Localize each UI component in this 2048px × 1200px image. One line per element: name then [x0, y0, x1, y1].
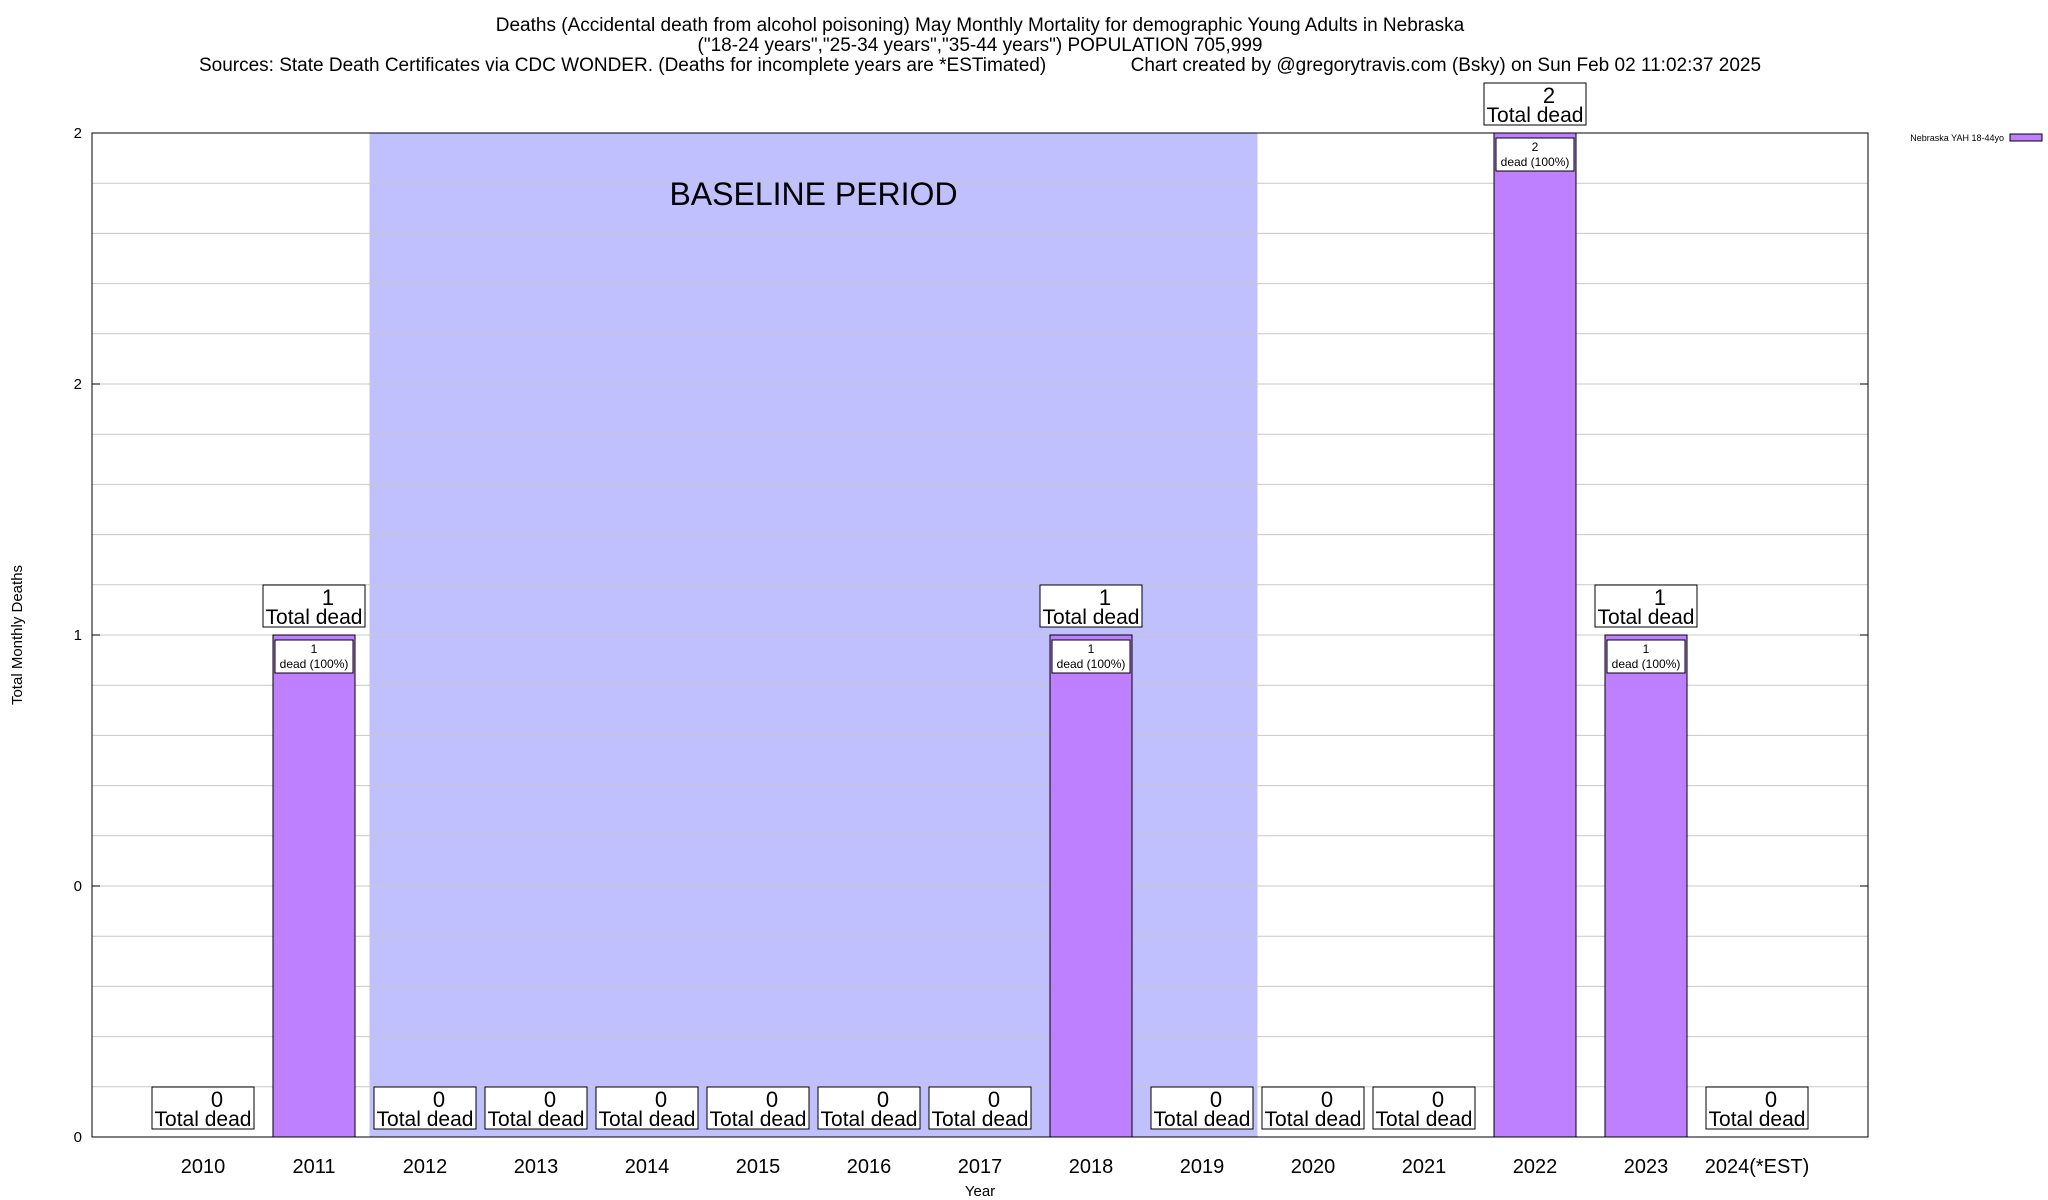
- inner-label-text: dead (100%): [1501, 155, 1570, 169]
- total-label-value: 1: [322, 585, 334, 610]
- total-label-box: [373, 1086, 477, 1130]
- y-tick-label: 2: [74, 376, 82, 393]
- legend-swatch: [2009, 133, 2043, 142]
- total-label-box: [1039, 584, 1143, 628]
- bar: [1604, 634, 1688, 1138]
- inner-label-box: [274, 639, 354, 674]
- total-label-text: Total dead: [1487, 104, 1584, 127]
- total-label-box: [595, 1086, 699, 1130]
- inner-label-box: [1051, 639, 1131, 674]
- total-label-text: Total dead: [599, 1108, 696, 1131]
- total-label-text: Total dead: [710, 1108, 807, 1131]
- title-line-1: Deaths (Accidental death from alcohol po…: [496, 15, 1465, 36]
- bar: [272, 634, 356, 1138]
- total-label-value: 0: [1432, 1087, 1444, 1112]
- total-label-box: [1150, 1086, 1254, 1130]
- total-label-value: 0: [1321, 1087, 1333, 1112]
- total-label-box: [484, 1086, 588, 1130]
- total-label-text: Total dead: [155, 1108, 252, 1131]
- x-tick-label: 2021: [1402, 1156, 1447, 1178]
- y-axis-ticks: 0 0 1 2 2: [74, 125, 1868, 1146]
- total-label-value: 0: [433, 1087, 445, 1112]
- total-label-box: [262, 584, 366, 628]
- total-label-text: Total dead: [266, 606, 363, 629]
- x-tick-label: 2010: [181, 1156, 226, 1178]
- inner-label-text: dead (100%): [1612, 657, 1681, 671]
- total-label-text: Total dead: [1265, 1108, 1362, 1131]
- inner-label-box: [1495, 137, 1575, 172]
- total-label-box: [1372, 1086, 1476, 1130]
- total-label-box: [1483, 82, 1587, 126]
- inner-label-text: dead (100%): [280, 657, 349, 671]
- total-label-value: 1: [1654, 585, 1666, 610]
- title-line-2: ("18-24 years","25-34 years","35-44 year…: [698, 35, 1263, 56]
- total-label-box: [1705, 1086, 1809, 1130]
- x-tick-label: 2020: [1291, 1156, 1336, 1178]
- bar: [1049, 634, 1133, 1138]
- total-label-value: 0: [211, 1087, 223, 1112]
- x-tick-label: 2024(*EST): [1705, 1156, 1810, 1178]
- x-tick-label: 2011: [292, 1156, 335, 1178]
- baseline-period-label: BASELINE PERIOD: [669, 176, 957, 212]
- y-tick-label: 1: [74, 627, 82, 644]
- inner-label-value: 1: [311, 642, 318, 656]
- y-tick-label: 2: [74, 125, 82, 142]
- total-label-value: 0: [988, 1087, 1000, 1112]
- x-tick-label: 2013: [514, 1156, 559, 1178]
- x-tick-label: 2016: [847, 1156, 892, 1178]
- x-axis-label: Year: [965, 1183, 995, 1200]
- inner-label-value: 1: [1643, 642, 1650, 656]
- total-label-text: Total dead: [1376, 1108, 1473, 1131]
- total-label-box: [1594, 584, 1698, 628]
- x-tick-label: 2014: [625, 1156, 670, 1178]
- inner-label-text: dead (100%): [1057, 657, 1126, 671]
- total-label-box: [706, 1086, 810, 1130]
- x-tick-label: 2023: [1624, 1156, 1669, 1178]
- x-tick-label: 2022: [1513, 1156, 1558, 1178]
- legend-label: Nebraska YAH 18-44yo: [1910, 133, 2004, 143]
- total-label-text: Total dead: [932, 1108, 1029, 1131]
- total-label-text: Total dead: [1598, 606, 1695, 629]
- inner-label-value: 2: [1532, 140, 1539, 154]
- total-label-value: 2: [1543, 83, 1555, 108]
- total-label-value: 0: [655, 1087, 667, 1112]
- total-label-box: [1261, 1086, 1365, 1130]
- x-tick-label: 2012: [403, 1156, 448, 1178]
- total-label-text: Total dead: [1709, 1108, 1806, 1131]
- bars: [198, 132, 1761, 1138]
- total-label-value: 1: [1099, 585, 1111, 610]
- total-label-value: 0: [877, 1087, 889, 1112]
- total-label-text: Total dead: [377, 1108, 474, 1131]
- title-line-3: Sources: State Death Certificates via CD…: [199, 55, 1761, 76]
- total-label-box: [151, 1086, 255, 1130]
- inner-label-box: [1606, 639, 1686, 674]
- total-label-text: Total dead: [1043, 606, 1140, 629]
- total-label-value: 0: [1765, 1087, 1777, 1112]
- x-tick-label: 2018: [1069, 1156, 1114, 1178]
- total-label-value: 0: [1210, 1087, 1222, 1112]
- total-label-text: Total dead: [821, 1108, 918, 1131]
- inner-label-value: 1: [1088, 642, 1095, 656]
- y-tick-label: 0: [74, 878, 82, 895]
- x-tick-label: 2019: [1180, 1156, 1225, 1178]
- x-tick-label: 2015: [736, 1156, 781, 1178]
- total-label-text: Total dead: [488, 1108, 585, 1131]
- x-axis-ticks: 2010 2011 2012 2013 2014 2015 2016 2017 2018 2019…: [181, 1156, 1810, 1178]
- y-tick-label: 0: [74, 1129, 82, 1146]
- total-label-value: 0: [766, 1087, 778, 1112]
- bar: [1493, 132, 1577, 1138]
- x-tick-label: 2017: [958, 1156, 1003, 1178]
- chart-title: Deaths (Accidental death from alcohol po…: [199, 15, 1761, 76]
- total-label-box: [817, 1086, 921, 1130]
- y-axis-label: Total Monthly Deaths: [9, 565, 26, 705]
- total-label-text: Total dead: [1154, 1108, 1251, 1131]
- legend: Nebraska YAH 18-44yo: [1910, 133, 2043, 143]
- total-label-value: 0: [544, 1087, 556, 1112]
- total-label-box: [928, 1086, 1032, 1130]
